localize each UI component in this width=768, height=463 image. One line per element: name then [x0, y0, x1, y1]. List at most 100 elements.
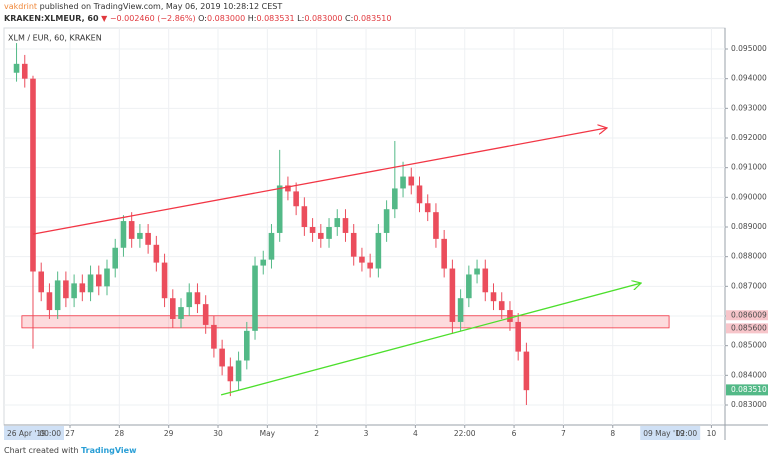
candle-body [153, 244, 160, 263]
candle-body [30, 78, 36, 272]
candle-body [161, 262, 168, 299]
date-marker-time: 02:00 [676, 429, 698, 438]
change: −0.002460 (−2.86%) [109, 14, 196, 23]
ohlc: O:0.083000 H:0.083531 L:0.083000 C:0.083… [198, 14, 391, 23]
x-tick-label: May [260, 429, 276, 438]
ohlc-value: 0.083531 [256, 14, 295, 23]
candle-body [112, 247, 119, 269]
candle-body [301, 206, 308, 228]
candle-body [449, 268, 456, 322]
y-tick-label: 0.094000 [731, 74, 767, 83]
y-tick-label: 0.087000 [731, 281, 767, 290]
candle-body [416, 185, 423, 204]
brand[interactable]: TradingView [81, 446, 137, 455]
y-tick-label: 0.092000 [731, 133, 767, 142]
ohlc-value: 0.083510 [353, 14, 392, 23]
zone-top-label: 0.086009 [731, 311, 767, 320]
candle-body [54, 280, 61, 311]
date-marker-date: 26 Apr '19 [7, 429, 46, 438]
candle-body [523, 351, 530, 391]
y-tick-label: 0.091000 [731, 163, 767, 172]
candle-body [186, 292, 193, 308]
x-tick-label: 3 [364, 429, 369, 438]
chart-title: XLM / EUR, 60, KRAKEN [8, 34, 102, 43]
candle-body [293, 191, 299, 207]
candle-body [359, 256, 365, 263]
candle-body [46, 292, 53, 311]
support-zone [21, 315, 670, 329]
candle-body [474, 268, 480, 275]
last-price-label: 0.083510 [731, 385, 767, 394]
x-tick-label: 6 [512, 429, 517, 438]
x-tick-label: 2 [314, 429, 319, 438]
candle-body [326, 227, 332, 239]
candle-body [38, 271, 45, 293]
candle-body [13, 63, 20, 73]
candle-body [79, 283, 86, 293]
candle-body [515, 321, 521, 352]
candle-body [227, 366, 234, 382]
candle-body [128, 221, 135, 239]
author[interactable]: vakdrint [4, 2, 38, 11]
candle-body [71, 283, 77, 299]
footer-text: Chart created with [4, 446, 79, 455]
candle-body [178, 307, 184, 319]
y-tick-label: 0.083000 [731, 400, 767, 409]
y-tick-label: 0.095000 [731, 44, 767, 53]
x-tick-label: 29 [164, 429, 174, 438]
candle-body [137, 232, 143, 239]
x-tick-label: 30 [213, 429, 223, 438]
plot-frame [3, 27, 726, 426]
date-marker-date: 09 May '19 [643, 429, 685, 438]
zone-bottom-label: 0.085600 [731, 323, 767, 332]
candle-body [145, 232, 151, 245]
published: published on TradingView.com, May 06, 20… [39, 2, 283, 11]
candle-body [87, 274, 94, 293]
candle-body [211, 324, 217, 349]
date-marker-time: 00:00 [39, 429, 61, 438]
candle-body [260, 259, 267, 266]
candle-body [408, 176, 415, 186]
x-tick-label: 7 [561, 429, 566, 438]
last-price-tag [726, 384, 768, 396]
zone-top-tag [726, 310, 768, 321]
symbol: KRAKEN:XLMEUR, 60 [4, 14, 99, 23]
ohlc-value: 0.083000 [207, 14, 246, 23]
candle-body [400, 176, 406, 189]
candle-body [194, 292, 201, 305]
candle-body [466, 274, 472, 299]
candle-body [276, 185, 283, 233]
x-tick-label: 10 [707, 429, 717, 438]
candle-body [350, 232, 357, 257]
candle-body [441, 238, 447, 269]
y-tick-label: 0.093000 [731, 103, 767, 112]
x-tick-label: 28 [115, 429, 125, 438]
candle-body [244, 330, 250, 361]
candle-body [457, 298, 464, 322]
candle-body [375, 232, 382, 269]
candle-body [342, 218, 349, 233]
footer: Chart created with TradingView [4, 446, 136, 455]
candle-body [383, 209, 390, 233]
candle-body [95, 274, 102, 287]
x-tick-label: 27 [65, 429, 75, 438]
candle-body [252, 265, 258, 331]
header: vakdrint published on TradingView.com, M… [4, 1, 391, 25]
y-tick-label: 0.090000 [731, 192, 767, 201]
candle-body [202, 304, 209, 325]
y-tick-label: 0.085000 [731, 341, 767, 350]
candle-body [268, 232, 275, 260]
trendline [220, 283, 641, 396]
candle-body [433, 212, 439, 239]
ohlc-value: 0.083000 [304, 14, 343, 23]
x-tick-label: 22:00 [454, 429, 476, 438]
ohlc-label: O: [198, 14, 207, 23]
candle-body [169, 298, 176, 319]
symbol-line: KRAKEN:XLMEUR, 60 ▼ −0.002460 (−2.86%) O… [4, 13, 391, 25]
trendline [32, 128, 607, 235]
candle-body [507, 310, 513, 322]
candle-body [334, 218, 341, 228]
date-marker [640, 426, 701, 440]
